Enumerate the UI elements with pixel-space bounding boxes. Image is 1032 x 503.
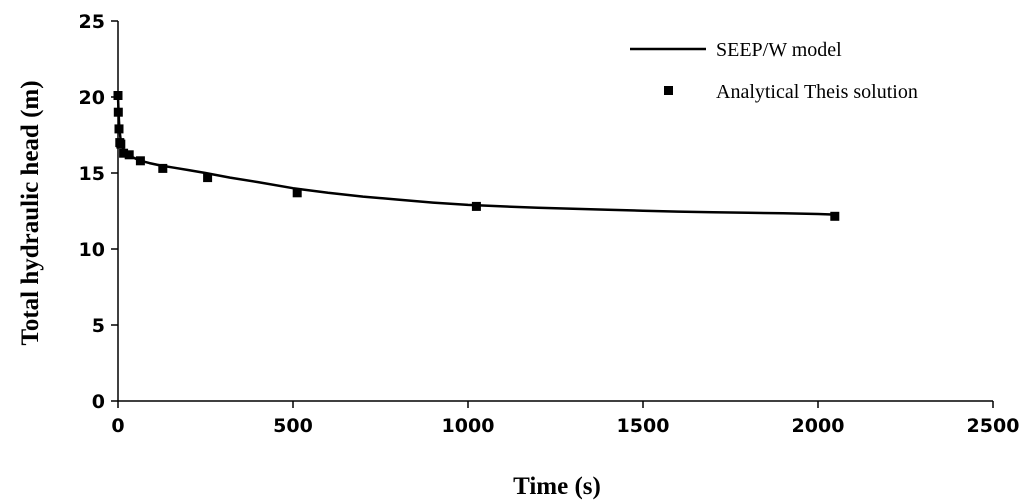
x-tick-label: 500 bbox=[273, 415, 313, 437]
x-tick-label: 0 bbox=[111, 415, 124, 437]
y-tick-label: 20 bbox=[79, 87, 105, 109]
plot-area bbox=[113, 91, 840, 221]
y-axis-title: Total hydraulic head (m) bbox=[17, 80, 44, 345]
legend-marker-swatch bbox=[664, 86, 673, 95]
y-axis-ticks: 0 5 10 15 20 25 bbox=[79, 11, 118, 413]
data-point-theis bbox=[114, 124, 124, 134]
data-point-theis bbox=[203, 173, 213, 183]
x-tick-label: 1500 bbox=[617, 415, 670, 437]
legend-label-theis: Analytical Theis solution bbox=[716, 81, 918, 103]
y-tick-label: 15 bbox=[79, 163, 105, 185]
legend-label-seepw: SEEP/W model bbox=[716, 39, 842, 61]
legend: SEEP/W model Analytical Theis solution bbox=[630, 39, 918, 103]
x-tick-label: 2000 bbox=[792, 415, 845, 437]
x-axis-title: Time (s) bbox=[513, 473, 601, 500]
axes bbox=[117, 21, 993, 402]
data-point-theis bbox=[471, 201, 481, 211]
y-tick-label: 10 bbox=[79, 239, 105, 261]
data-point-theis bbox=[113, 91, 123, 100]
data-point-theis bbox=[116, 139, 126, 149]
data-point-theis bbox=[119, 148, 129, 158]
series-line-seepw bbox=[116, 96, 833, 216]
x-tick-label: 2500 bbox=[967, 415, 1020, 437]
data-point-theis bbox=[292, 188, 302, 198]
x-axis-ticks: 0 500 1000 1500 2000 2500 bbox=[111, 401, 1019, 437]
y-tick-label: 25 bbox=[79, 11, 105, 33]
data-point-theis bbox=[135, 156, 145, 166]
y-tick-label: 5 bbox=[92, 315, 105, 337]
data-point-theis bbox=[124, 150, 134, 160]
x-tick-label: 1000 bbox=[442, 415, 495, 437]
data-point-theis bbox=[158, 163, 168, 173]
data-point-theis bbox=[830, 211, 840, 221]
data-point-theis bbox=[113, 107, 123, 117]
y-tick-label: 0 bbox=[92, 391, 105, 413]
